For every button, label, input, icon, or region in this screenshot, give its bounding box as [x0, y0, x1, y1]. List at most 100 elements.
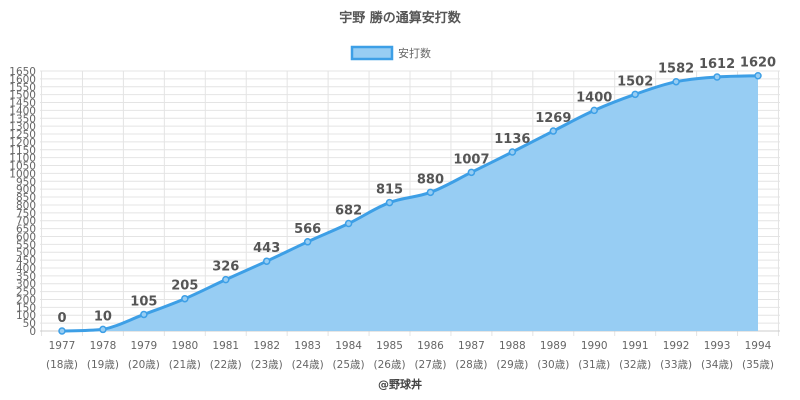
x-tick-label: 1981: [212, 340, 239, 352]
x-tick-age-label: (20歳): [128, 359, 160, 371]
x-tick-label: 1994: [745, 340, 772, 352]
data-label: 105: [130, 294, 157, 309]
x-tick-age-label: (33歳): [660, 359, 692, 371]
x-tick-age-label: (23歳): [251, 359, 283, 371]
data-label: 682: [335, 204, 362, 219]
data-point: [590, 106, 598, 115]
y-tick-label: 1100: [9, 153, 36, 165]
data-labels: 0 10 105 205 326 443 566 682 815 880 1007 1136 1269 1…: [57, 56, 776, 326]
x-tick-label: 1988: [499, 340, 526, 352]
legend[interactable]: 安打数: [350, 45, 431, 61]
x-tick-label: 1987: [458, 340, 485, 352]
x-tick-age-label: (29歳): [496, 359, 528, 371]
legend-swatch: [350, 45, 394, 61]
x-tick-label: 1982: [253, 340, 280, 352]
data-point: [549, 127, 558, 135]
data-label: 815: [376, 183, 403, 198]
series-area: [62, 75, 758, 332]
data-point: [754, 71, 762, 80]
x-tick-age-label: (31歳): [578, 359, 610, 371]
y-tick-label: 1550: [9, 82, 36, 94]
y-tick-label: 650: [16, 224, 36, 236]
data-label: 1502: [617, 74, 653, 89]
legend-label: 安打数: [398, 46, 431, 60]
data-point: [99, 325, 107, 334]
data-points: [58, 71, 762, 335]
data-point: [303, 238, 312, 246]
x-tick-age-label: (30歳): [537, 359, 569, 371]
x-axis: 1977 (18歳) 1978 (19歳) 1979 (20歳) 1980 (21歳) 1981…: [46, 340, 774, 371]
x-tick-label: 1989: [540, 340, 567, 352]
y-tick-label: 600: [16, 231, 36, 243]
data-point: [222, 275, 230, 284]
data-label: 0: [57, 311, 66, 326]
data-point: [58, 327, 66, 335]
data-point: [713, 73, 721, 81]
y-tick-label: 1400: [9, 105, 36, 117]
y-tick-label: 150: [16, 302, 36, 314]
data-label: 1612: [699, 57, 735, 72]
data-label: 1620: [740, 56, 776, 71]
y-tick-label: 1350: [9, 113, 36, 125]
x-tick-label: 1993: [704, 340, 731, 352]
x-tick-label: 1979: [131, 340, 158, 352]
data-label: 443: [253, 241, 280, 256]
x-tick-label: 1992: [663, 340, 690, 352]
data-point: [467, 168, 476, 177]
y-tick-label: 450: [16, 255, 36, 267]
data-point: [140, 310, 148, 319]
data-label: 880: [417, 172, 444, 187]
x-tick-age-label: (32歳): [619, 359, 651, 371]
y-tick-label: 1500: [9, 90, 36, 102]
data-point: [262, 257, 271, 265]
y-tick-label: 1650: [9, 66, 36, 78]
y-tick-label: 400: [16, 263, 36, 275]
x-tick-label: 1977: [49, 340, 76, 352]
series-line: [61, 74, 759, 333]
x-tick-age-label: (18歳): [46, 359, 78, 371]
data-point: [631, 90, 639, 99]
y-tick-label: 1600: [9, 74, 36, 86]
x-tick-age-label: (22歳): [210, 359, 242, 371]
x-tick-age-label: (35歳): [742, 359, 774, 371]
x-tick-age-label: (28歳): [455, 359, 487, 371]
x-tick-age-label: (21歳): [169, 359, 201, 371]
x-tick-age-label: (26歳): [373, 359, 405, 371]
y-tick-label: 1150: [9, 145, 36, 157]
y-tick-label: 300: [16, 279, 36, 291]
y-tick-label: 50: [23, 318, 36, 330]
data-point: [385, 198, 394, 207]
x-tick-label: 1986: [417, 340, 444, 352]
x-tick-label: 1985: [376, 340, 403, 352]
y-tick-label: 950: [16, 176, 36, 188]
y-tick-label: 1050: [9, 161, 36, 173]
data-point: [426, 188, 435, 197]
x-tick-age-label: (24歳): [292, 359, 324, 371]
data-label: 205: [171, 279, 198, 294]
data-label: 326: [212, 260, 239, 275]
x-tick-age-label: (25歳): [333, 359, 365, 371]
data-label: 1400: [576, 90, 612, 105]
y-axis: 0501001502002503003504004505005506006507…: [9, 66, 36, 338]
data-point: [508, 148, 517, 156]
data-label: 10: [94, 309, 112, 324]
credit: @野球丼: [378, 377, 422, 391]
y-tick-label: 1000: [9, 168, 36, 180]
x-tick-label: 1978: [90, 340, 117, 352]
chart-title: 宇野 勝の通算安打数: [339, 10, 462, 26]
x-tick-age-label: (34歳): [701, 359, 733, 371]
y-tick-label: 500: [16, 247, 36, 259]
data-point: [344, 219, 353, 228]
y-tick-label: 800: [16, 200, 36, 212]
x-tick-label: 1990: [581, 340, 608, 352]
y-tick-label: 350: [16, 271, 36, 283]
y-tick-label: 1300: [9, 121, 36, 133]
y-tick-label: 1200: [9, 137, 36, 149]
y-tick-label: 0: [29, 326, 36, 338]
data-point: [181, 294, 189, 303]
data-point: [672, 77, 680, 86]
y-tick-label: 100: [16, 310, 36, 322]
y-tick-label: 750: [16, 208, 36, 220]
y-tick-label: 900: [16, 184, 36, 196]
